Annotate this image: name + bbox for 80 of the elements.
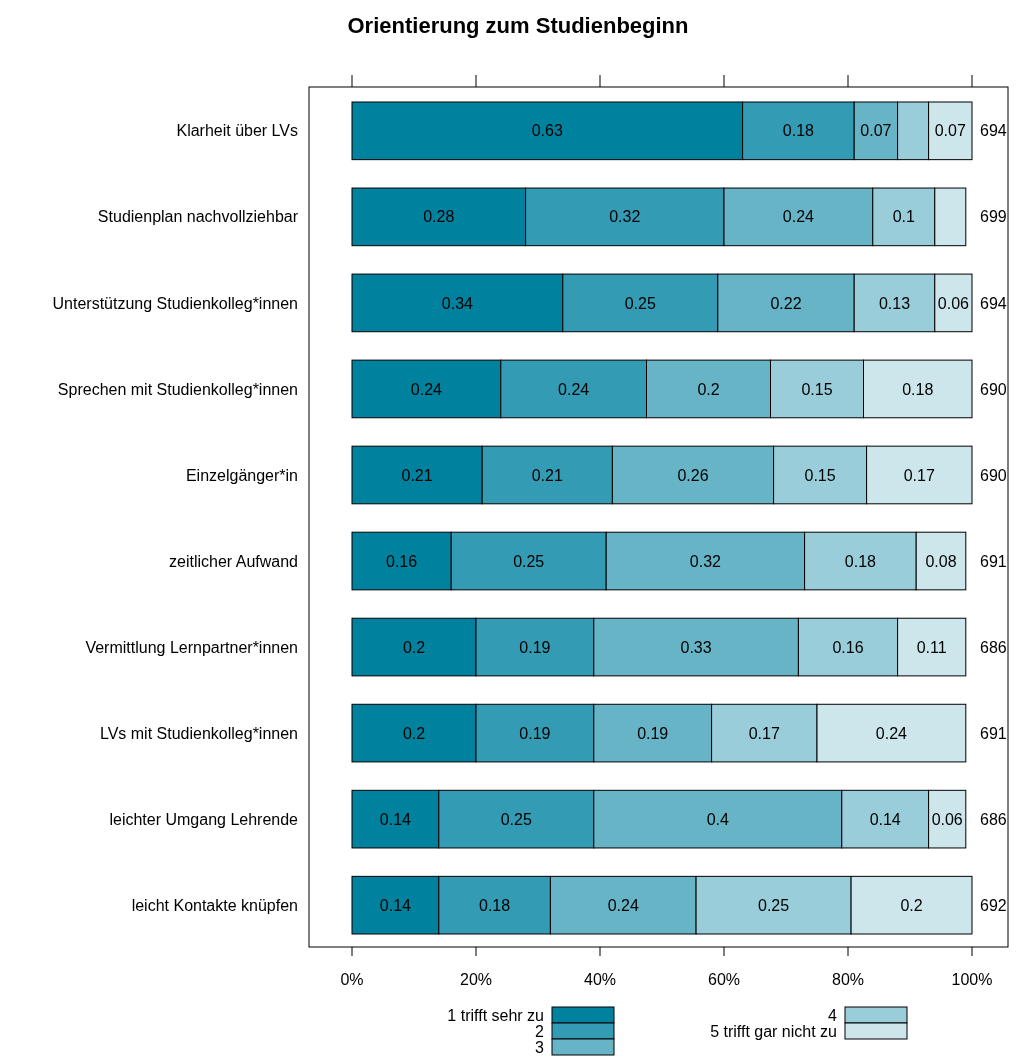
chart-title: Orientierung zum Studienbeginn: [347, 13, 689, 38]
data-label: 0.08: [925, 552, 957, 570]
data-label: 0.07: [934, 122, 966, 140]
data-label: 0.25: [500, 810, 532, 828]
data-label: 0.24: [875, 724, 908, 742]
data-label: 0.2: [697, 380, 720, 398]
data-label: 0.13: [878, 294, 911, 312]
data-label: 0.17: [748, 724, 780, 742]
data-label: 0.18: [902, 380, 934, 398]
data-label: 0.19: [519, 724, 551, 742]
data-label: 0.4: [706, 810, 730, 828]
data-label: 0.19: [637, 724, 669, 742]
data-label: 0.18: [479, 896, 511, 914]
y-tick-label: Studienplan nachvollziehbar: [97, 208, 299, 226]
data-label: 0.21: [531, 466, 563, 484]
data-label: 0.1: [892, 208, 916, 226]
data-label: 0.2: [900, 896, 923, 914]
data-label: 0.25: [624, 294, 656, 312]
data-label: 0.14: [379, 810, 412, 828]
legend-label: 2: [535, 1022, 545, 1040]
y-tick-label: LVs mit Studienkolleg*innen: [99, 724, 298, 742]
data-label: 0.25: [758, 896, 790, 914]
data-label: 0.21: [401, 466, 433, 484]
data-label: 0.06: [937, 294, 970, 312]
data-label: 0.32: [689, 552, 722, 570]
data-label: 0.18: [844, 552, 877, 570]
data-label: 0.63: [531, 122, 563, 140]
data-label: 0.17: [903, 466, 935, 484]
data-label: 0.32: [609, 208, 641, 226]
x-tick-label: 20%: [459, 971, 493, 988]
x-tick-label: 40%: [583, 971, 617, 988]
data-label: 0.22: [770, 294, 802, 312]
data-label: 0.2: [402, 724, 426, 742]
data-label: 0.2: [402, 638, 426, 656]
data-label: 0.14: [379, 896, 412, 914]
text: 691: [980, 552, 1007, 570]
data-label: 0.24: [558, 380, 590, 398]
data-label: 0.18: [782, 122, 815, 140]
text: 686: [980, 810, 1007, 828]
y-tick-label: Klarheit über LVs: [176, 122, 298, 140]
y-tick-label: Unterstützung Studienkolleg*innen: [52, 294, 298, 312]
data-label: 0.07: [860, 122, 892, 140]
x-tick-label: 60%: [707, 971, 741, 988]
text: 690: [980, 466, 1007, 484]
data-label: 0.15: [801, 380, 833, 398]
data-label: 0.26: [677, 466, 709, 484]
data-label: 0.24: [607, 896, 639, 914]
y-tick-label: zeitlicher Aufwand: [169, 552, 298, 570]
data-label: 0.33: [680, 638, 712, 656]
data-label: 0.14: [869, 810, 901, 828]
x-tick-label: 100%: [951, 971, 993, 988]
data-label: 0.24: [782, 208, 815, 226]
data-label: 0.24: [410, 380, 443, 398]
data-label: 0.06: [931, 810, 963, 828]
data-label: 0.16: [832, 638, 864, 656]
legend-label: 1 trifft sehr zu: [447, 1006, 544, 1024]
data-label: 0.15: [804, 466, 836, 484]
y-tick-label: Sprechen mit Studienkolleg*innen: [57, 380, 298, 398]
data-label: 0.34: [441, 294, 474, 312]
legend-label: 5 trifft gar nicht zu: [710, 1022, 837, 1040]
legend-label: 3: [535, 1038, 545, 1056]
text: 694: [980, 122, 1007, 140]
legend-label: 4: [828, 1006, 838, 1024]
text: 686: [980, 638, 1007, 656]
x-tick-label: 80%: [831, 971, 865, 988]
data-label: 0.25: [513, 552, 545, 570]
y-tick-label: Einzelgänger*in: [185, 466, 298, 484]
data-label: 0.28: [423, 208, 455, 226]
text: 699: [980, 208, 1007, 226]
y-tick-label: leichter Umgang Lehrende: [109, 810, 299, 828]
text: 692: [980, 896, 1007, 914]
data-label: 0.11: [916, 638, 947, 656]
x-tick-label: 0%: [340, 971, 364, 988]
text: 690: [980, 380, 1007, 398]
text: 694: [980, 294, 1007, 312]
text: 691: [980, 724, 1007, 742]
y-tick-label: leicht Kontakte knüpfen: [131, 896, 298, 914]
data-label: 0.16: [386, 552, 418, 570]
data-label: 0.19: [519, 638, 551, 656]
y-tick-label: Vermittlung Lernpartner*innen: [85, 638, 298, 656]
